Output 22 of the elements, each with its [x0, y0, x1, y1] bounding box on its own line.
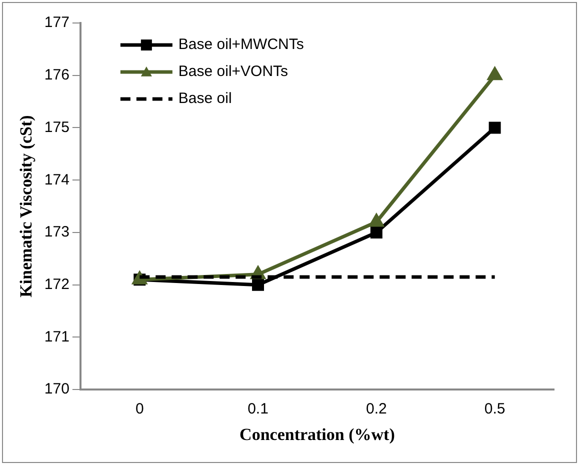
point	[252, 278, 264, 291]
x-tick-label: 0.1	[248, 400, 268, 418]
y-tick-label: 172	[44, 276, 70, 293]
y-axis-title: Kinematic Viscosity (cSt)	[16, 115, 36, 298]
point	[370, 226, 382, 238]
y-tick-label: 176	[44, 66, 70, 84]
legend-label: Base oil	[178, 90, 232, 108]
y-tick-label: 170	[44, 380, 70, 398]
y-tick-label: 174	[44, 171, 70, 188]
y-tick-label: 173	[44, 224, 70, 241]
y-tick-label: 171	[44, 328, 70, 346]
x-tick-label: 0	[135, 400, 144, 418]
legend-label: Base oil+VONTs	[178, 63, 288, 80]
point	[488, 68, 502, 80]
x-tick-label: 0.5	[484, 400, 506, 418]
point	[369, 214, 384, 227]
x-tick-label: 0.2	[366, 400, 387, 418]
point	[488, 122, 501, 134]
y-tick-label: 177	[44, 14, 70, 32]
x-axis-title: Concentration (%wt)	[240, 425, 395, 444]
y-tick-label: 175	[44, 118, 70, 136]
legend-label: Base oil+MWCNTs	[178, 36, 304, 54]
